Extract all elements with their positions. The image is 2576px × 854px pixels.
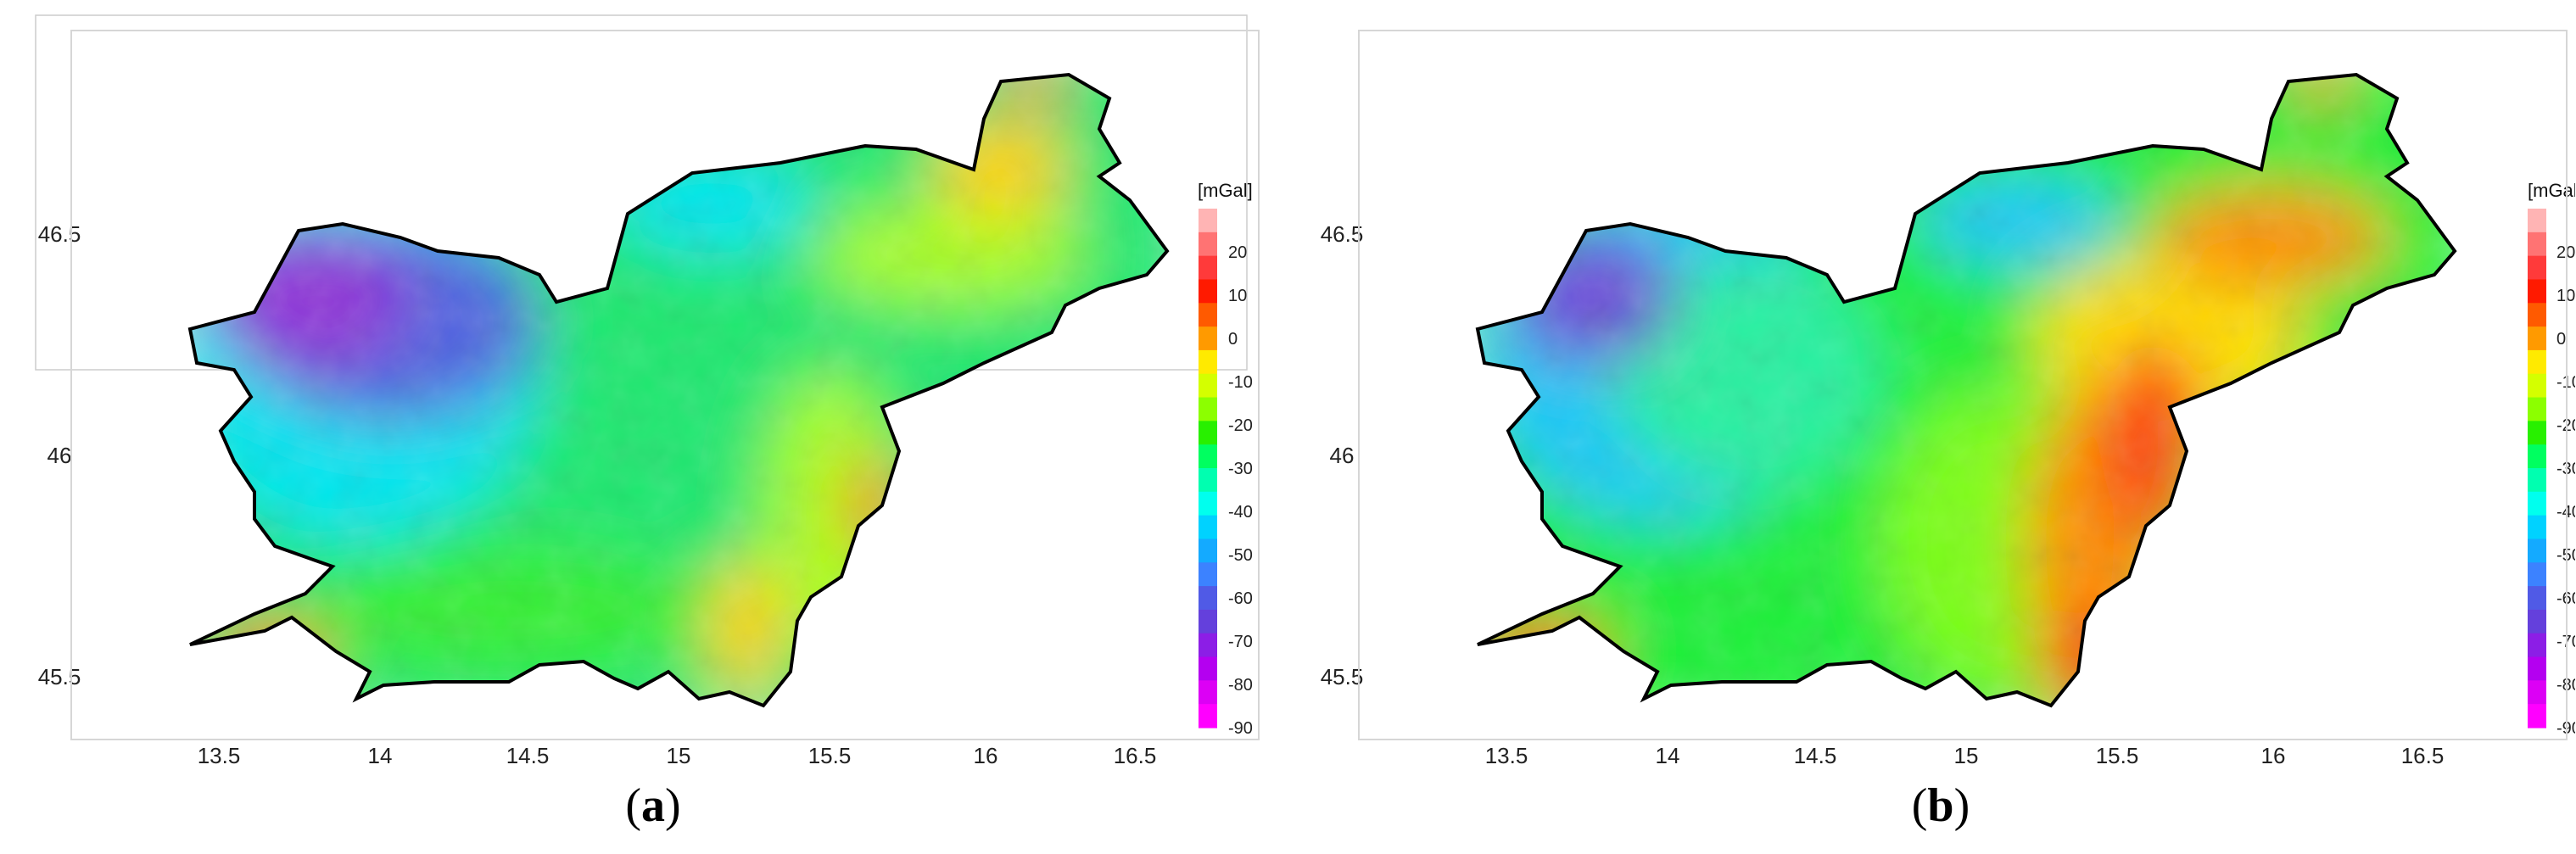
y-ticks-a: 46.5 46 45.5 [38, 221, 81, 689]
x-tick-label: 15.5 [2096, 743, 2139, 768]
colorbar-swatch [1199, 255, 1217, 281]
y-tick-label: 46.5 [1321, 221, 1364, 247]
y-tick-label: 46 [1330, 443, 1355, 468]
colorbar-tick-label: -10 [1228, 373, 1253, 392]
colorbar-tick-label: 0 [2556, 330, 2566, 349]
colorbar-swatch [2528, 279, 2546, 304]
y-tick-label: 46 [47, 443, 72, 468]
colorbar-swatch [2528, 609, 2546, 634]
x-tick-label: 16.5 [2401, 743, 2445, 768]
colorbar-unit-a: [mGal] [1198, 180, 1253, 201]
x-tick-label: 16 [974, 743, 998, 768]
colorbar-swatch [2528, 373, 2546, 399]
colorbar-tick-label: 10 [1228, 287, 1247, 305]
colorbar-tick-label: 20 [1228, 243, 1247, 262]
colorbar-swatch [2528, 232, 2546, 257]
colorbar-swatch [2528, 349, 2546, 375]
colorbar-unit-b: [mGal] [2528, 180, 2575, 201]
colorbar-tick-label: -20 [1228, 416, 1253, 435]
colorbar-swatch [1199, 586, 1217, 611]
colorbar-swatch [2528, 656, 2546, 681]
colorbar-swatch [1199, 209, 1217, 233]
colorbar-swatch [1199, 633, 1217, 658]
x-tick-label: 13.5 [198, 743, 241, 768]
panel-b: [mGal] 20100-10-20-30-40-50-60-70-80-90 … [1288, 0, 2575, 854]
colorbar-swatch [1199, 444, 1217, 469]
colorbar-swatch [2528, 586, 2546, 611]
colorbar-swatch [2528, 421, 2546, 445]
colorbar-tick-label: -30 [1228, 460, 1253, 478]
panel-a: [mGal] 20 10 0 -10 -20 -30 -40 -50 -60 -70 -80 -90 … [35, 14, 1260, 832]
colorbar-swatch [1199, 279, 1217, 304]
colorbar-swatch [2528, 539, 2546, 563]
colorbar-a [1199, 209, 1217, 728]
colorbar-swatch [2528, 397, 2546, 421]
colorbar-swatch [1199, 421, 1217, 445]
x-tick-label: 15 [667, 743, 691, 768]
colorbar-swatch [2528, 633, 2546, 658]
colorbar-swatch [1199, 562, 1217, 587]
colorbar-swatch [1199, 680, 1217, 705]
colorbar-tick-label: -60 [1228, 589, 1253, 608]
y-tick-label: 46.5 [38, 221, 81, 247]
x-tick-label: 15.5 [808, 743, 852, 768]
colorbar-tick-label: -70 [1228, 633, 1253, 651]
colorbar-swatch [2528, 327, 2546, 351]
map-plot-a: [mGal] 20100-10-20-30-40-50-60-70-80-90 … [35, 14, 1260, 768]
colorbar-swatch [2528, 704, 2546, 728]
colorbar-swatch [1199, 373, 1217, 399]
colorbar-swatch [1199, 609, 1217, 634]
x-tick-label: 14 [1656, 743, 1680, 768]
colorbar-swatch [1199, 515, 1217, 540]
colorbar-swatch [1199, 349, 1217, 375]
colorbar-swatch [2528, 303, 2546, 327]
map-plot-b: [mGal] 20100-10-20-30-40-50-60-70-80-90 … [1321, 30, 2575, 768]
colorbar-swatch [1199, 539, 1217, 563]
colorbar-ticks-a: 20 10 0 -10 -20 -30 -40 -50 -60 -70 -80 -90 [1228, 243, 1253, 738]
colorbar-swatch [2528, 562, 2546, 587]
colorbar-swatch [1199, 327, 1217, 351]
colorbar-swatch [2528, 209, 2546, 233]
x-tick-label: 13.5 [1485, 743, 1528, 768]
colorbar-swatch [2528, 468, 2546, 493]
x-tick-label: 16 [2261, 743, 2286, 768]
colorbar-swatch [1199, 704, 1217, 728]
colorbar-swatch [1199, 303, 1217, 327]
colorbar-swatch [1199, 468, 1217, 493]
colorbar-tick-label: -90 [1228, 719, 1253, 738]
colorbar-swatch [1199, 397, 1217, 421]
colorbar-tick-label: 0 [1228, 330, 1238, 349]
colorbar-swatch [1199, 232, 1217, 257]
x-tick-label: 15 [1954, 743, 1979, 768]
colorbar-swatch [1199, 656, 1217, 681]
y-ticks-b: 46.5 46 45.5 [1321, 221, 1364, 689]
y-tick-label: 45.5 [38, 664, 81, 689]
x-ticks-b: 13.5 14 14.5 15 15.5 16 16.5 [1485, 743, 2445, 768]
colorbar-swatch [2528, 680, 2546, 705]
x-tick-label: 14 [368, 743, 393, 768]
colorbar-tick-label: -80 [1228, 676, 1253, 695]
colorbar-swatch [2528, 255, 2546, 281]
x-ticks-a: 13.5 14 14.5 15 15.5 16 16.5 [198, 743, 1157, 768]
colorbar-b [2528, 209, 2546, 728]
colorbar-swatch [1199, 491, 1217, 516]
panel-label-b: (b) [1911, 779, 1970, 832]
colorbar-swatch [2528, 515, 2546, 540]
colorbar-tick-label: -50 [1228, 546, 1253, 565]
x-tick-label: 16.5 [1114, 743, 1157, 768]
x-tick-label: 14.5 [506, 743, 550, 768]
colorbar-tick-label: -40 [1228, 503, 1253, 522]
colorbar-swatch [2528, 491, 2546, 516]
panel-label-a: (a) [625, 779, 681, 832]
x-tick-label: 14.5 [1794, 743, 1837, 768]
y-tick-label: 45.5 [1321, 664, 1364, 689]
colorbar-swatch [2528, 444, 2546, 469]
